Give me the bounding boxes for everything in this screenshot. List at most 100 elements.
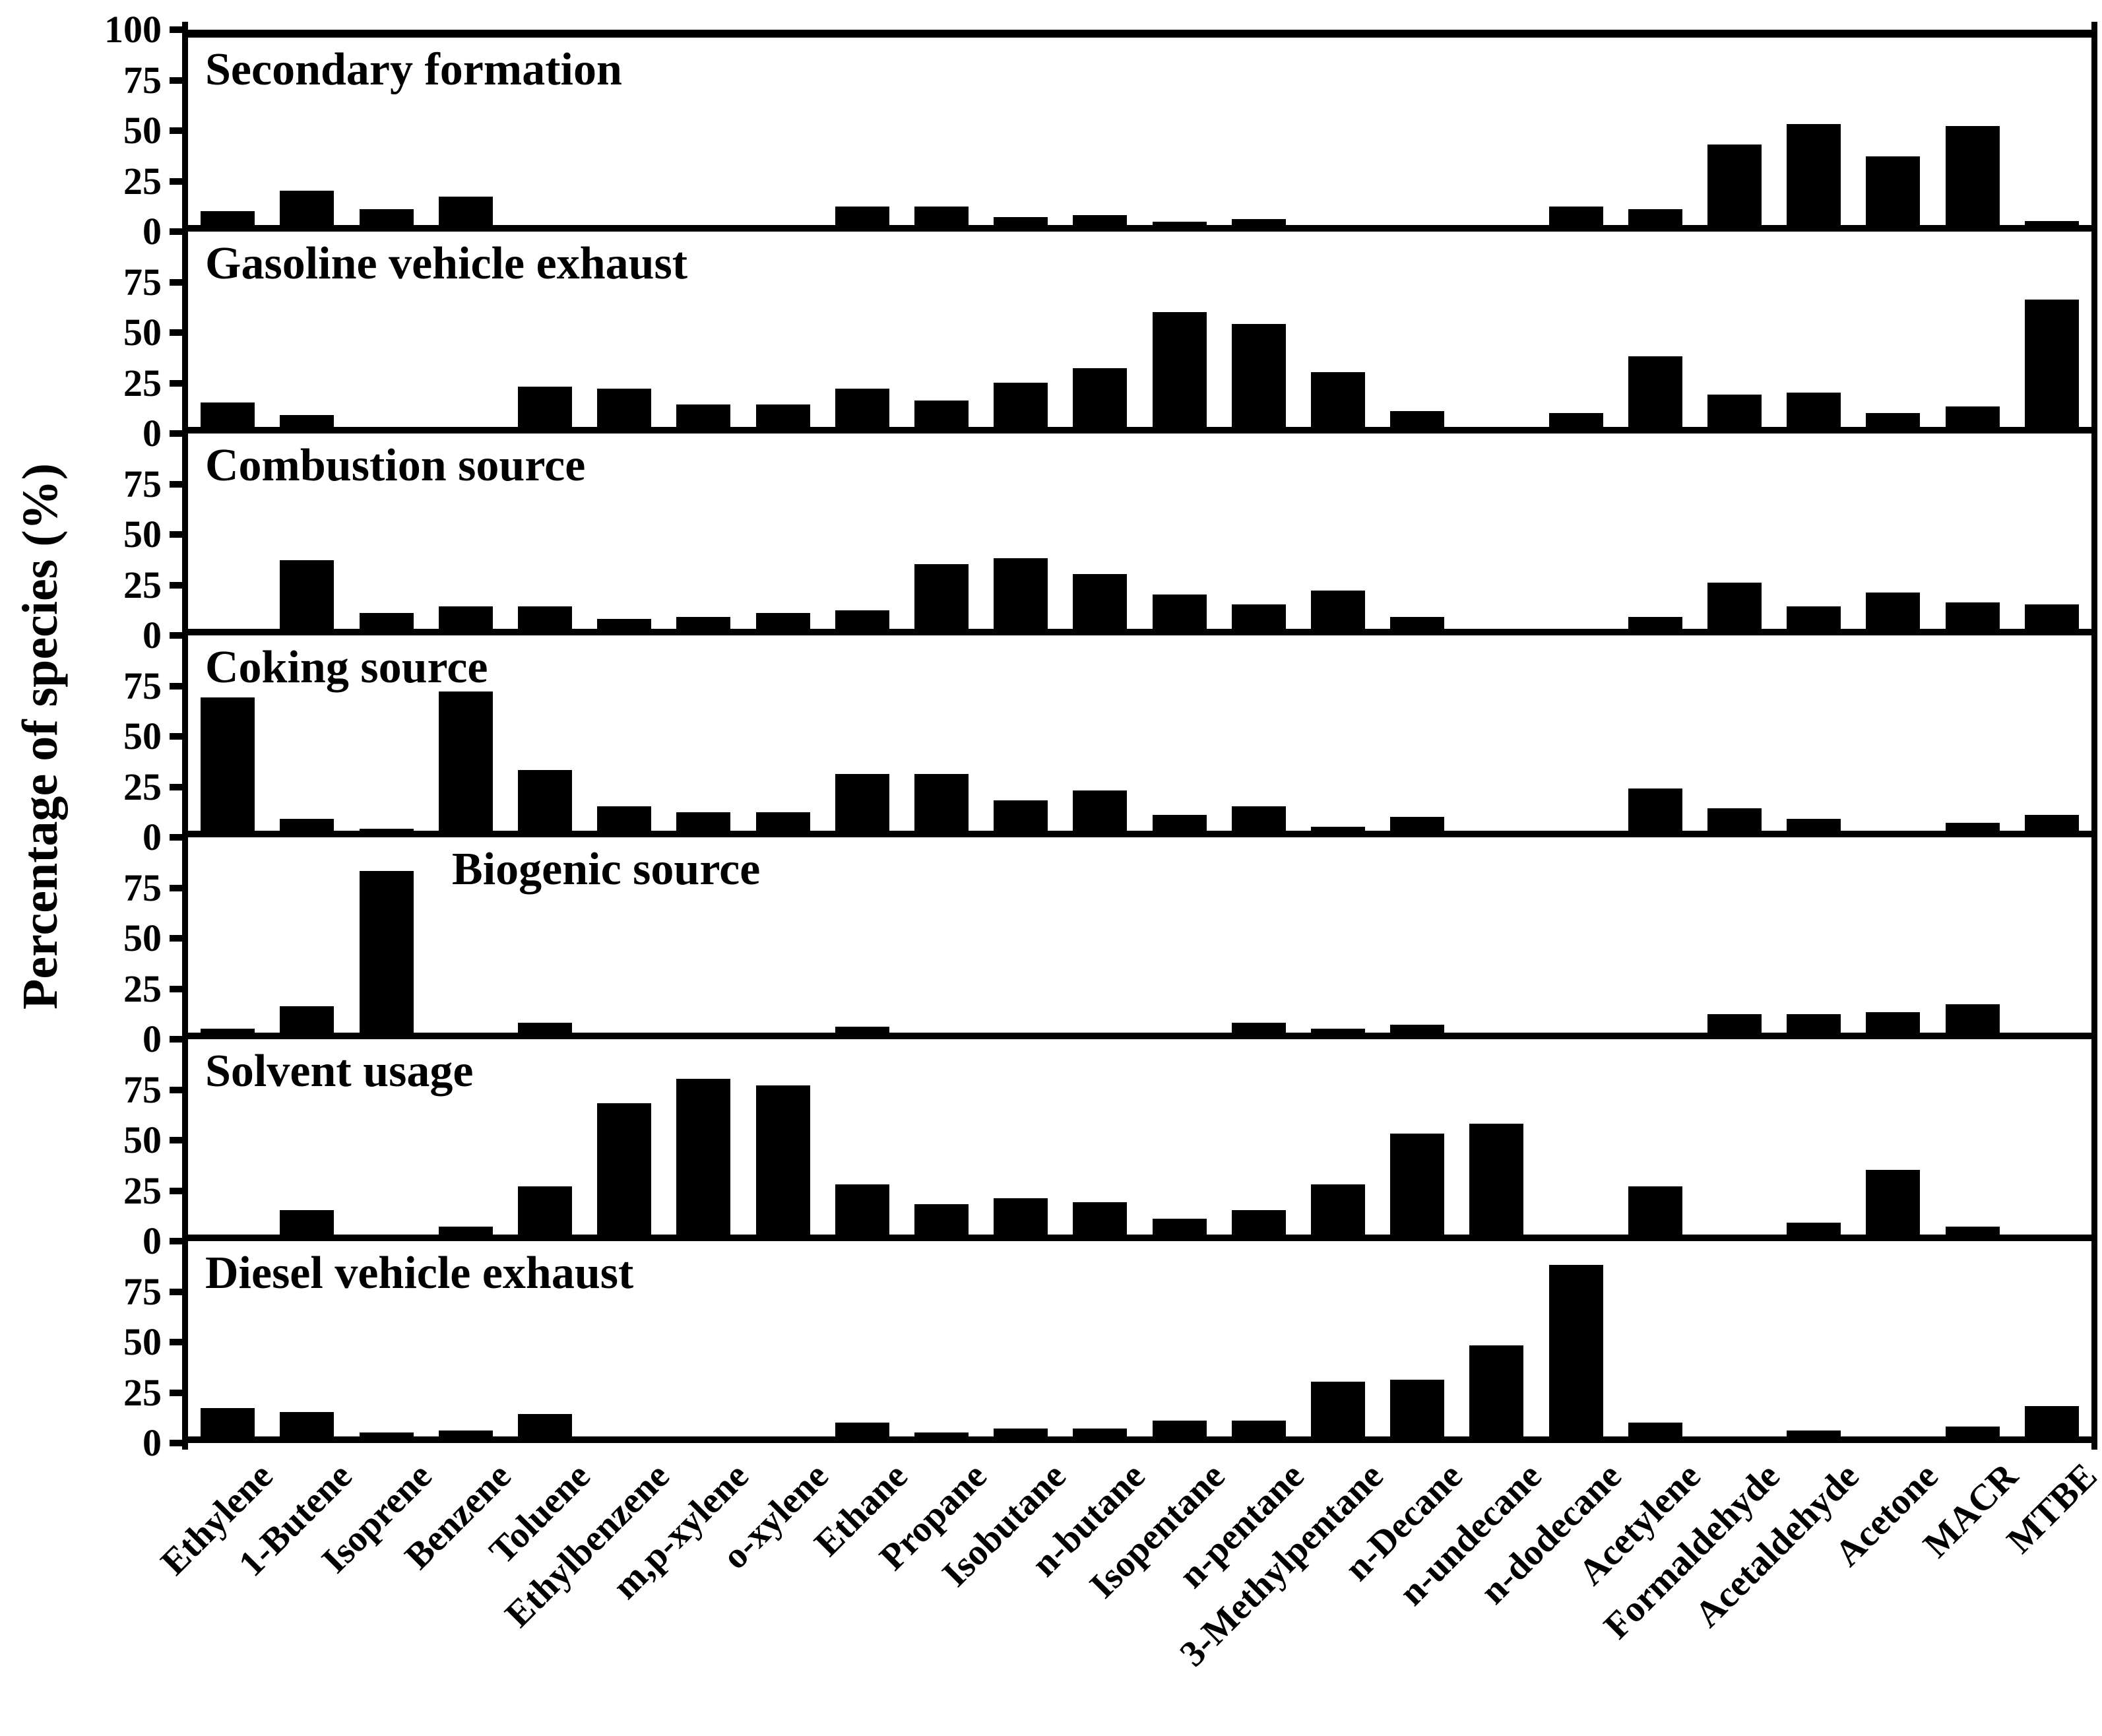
y-tick-label: 0 bbox=[143, 816, 162, 858]
bar-m-p-xylene bbox=[676, 616, 731, 629]
bar-isopentane bbox=[1152, 222, 1207, 225]
bar-n-pentane bbox=[1231, 1210, 1286, 1235]
bar-propane bbox=[914, 1204, 969, 1235]
bar-toluene bbox=[517, 606, 572, 629]
y-tick bbox=[170, 1036, 188, 1043]
panel-title: Gasoline vehicle exhaust bbox=[205, 238, 688, 289]
y-tick-label: 25 bbox=[123, 765, 162, 808]
y-tick-label: 75 bbox=[123, 866, 162, 909]
y-tick bbox=[170, 26, 188, 33]
bar-acetylene bbox=[1628, 616, 1682, 629]
bar-acetylene bbox=[1628, 1186, 1682, 1235]
bar-isoprene bbox=[359, 612, 414, 629]
bar-n-decane bbox=[1390, 616, 1445, 629]
bar-propane bbox=[914, 207, 969, 225]
bar-n-pentane bbox=[1231, 806, 1286, 831]
panel-title: Secondary formation bbox=[205, 44, 622, 95]
bar-1-butene bbox=[280, 414, 334, 427]
y-tick bbox=[170, 127, 188, 134]
bar-acetaldehyde bbox=[1787, 606, 1841, 629]
bar-benzene bbox=[438, 606, 493, 629]
bar-3-methylpentane bbox=[1311, 590, 1366, 629]
bar-mtbe bbox=[2024, 300, 2079, 427]
bar-formaldehyde bbox=[1707, 395, 1762, 427]
bar-1-butene bbox=[280, 190, 334, 225]
panel-coking-source: Coking source bbox=[188, 635, 2091, 837]
y-tick bbox=[170, 480, 188, 488]
bar-macr bbox=[1945, 126, 2000, 225]
bar-acetaldehyde bbox=[1787, 1222, 1841, 1235]
bar-n-butane bbox=[1073, 368, 1128, 427]
y-tick-label: 0 bbox=[143, 412, 162, 455]
bar-ethylene bbox=[201, 402, 255, 427]
y-tick bbox=[170, 1187, 188, 1194]
bar-n-decane bbox=[1390, 1380, 1445, 1436]
bar-propane bbox=[914, 774, 969, 831]
y-tick bbox=[170, 1339, 188, 1345]
y-tick bbox=[170, 1086, 188, 1093]
bar-n-butane bbox=[1073, 214, 1128, 225]
bar-acetylene bbox=[1628, 209, 1682, 225]
bar-acetaldehyde bbox=[1787, 124, 1841, 225]
bar-1-butene bbox=[280, 1210, 334, 1235]
bar-n-dodecane bbox=[1548, 412, 1603, 427]
bar-n-decane bbox=[1390, 1134, 1445, 1235]
y-tick bbox=[170, 733, 188, 740]
axis-left-line bbox=[182, 22, 188, 1450]
bar-acetaldehyde bbox=[1787, 818, 1841, 831]
bar-acetylene bbox=[1628, 356, 1682, 427]
y-tick-label: 25 bbox=[123, 361, 162, 404]
y-tick bbox=[170, 177, 188, 185]
bar-isoprene bbox=[359, 828, 414, 831]
bar-toluene bbox=[517, 1414, 572, 1436]
bar-isobutane bbox=[994, 558, 1048, 629]
bar-ethane bbox=[835, 1422, 889, 1436]
bar-n-dodecane bbox=[1548, 207, 1603, 225]
bar-1-butene bbox=[280, 1006, 334, 1033]
bar-formaldehyde bbox=[1707, 808, 1762, 831]
bar-n-dodecane bbox=[1548, 1264, 1603, 1436]
y-tick-label: 25 bbox=[123, 563, 162, 606]
bar-mtbe bbox=[2024, 814, 2079, 831]
bar-isopentane bbox=[1152, 1218, 1207, 1235]
panel-biogenic-source: Biogenic source bbox=[188, 837, 2091, 1039]
y-tick-label: 0 bbox=[143, 210, 162, 253]
bar-propane bbox=[914, 1432, 969, 1436]
bar-ethylbenzene bbox=[597, 388, 652, 427]
bar-isobutane bbox=[994, 1428, 1048, 1436]
bar-toluene bbox=[517, 1022, 572, 1033]
bar-ethylbenzene bbox=[597, 1103, 652, 1235]
bar-macr bbox=[1945, 602, 2000, 629]
y-tick bbox=[170, 985, 188, 992]
panel-gasoline-vehicle-exhaust: Gasoline vehicle exhaust bbox=[188, 232, 2091, 434]
bar-3-methylpentane bbox=[1311, 826, 1366, 831]
bar-toluene bbox=[517, 386, 572, 427]
bar-ethane bbox=[835, 610, 889, 629]
bar-macr bbox=[1945, 1426, 2000, 1436]
y-tick bbox=[170, 1288, 188, 1295]
bar-macr bbox=[1945, 1004, 2000, 1033]
y-tick-label: 0 bbox=[143, 1219, 162, 1262]
bar-isoprene bbox=[359, 209, 414, 225]
y-tick bbox=[170, 1440, 188, 1446]
bar-isopentane bbox=[1152, 814, 1207, 831]
bar-acetone bbox=[1866, 412, 1921, 427]
y-tick-label: 75 bbox=[123, 462, 162, 505]
panel-combustion-source: Combustion source bbox=[188, 434, 2091, 635]
y-tick-label: 50 bbox=[123, 1320, 162, 1363]
bar-n-undecane bbox=[1469, 1345, 1524, 1436]
bar-macr bbox=[1945, 406, 2000, 427]
bar-mtbe bbox=[2024, 1406, 2079, 1436]
bar-mtbe bbox=[2024, 220, 2079, 225]
bar-ethane bbox=[835, 388, 889, 427]
bar-n-pentane bbox=[1231, 218, 1286, 225]
y-tick bbox=[170, 531, 188, 538]
y-tick bbox=[170, 1389, 188, 1396]
y-tick bbox=[170, 682, 188, 690]
y-tick bbox=[170, 77, 188, 84]
bar-propane bbox=[914, 401, 969, 427]
bar-isopentane bbox=[1152, 594, 1207, 629]
bar-acetone bbox=[1866, 1012, 1921, 1033]
bar-1-butene bbox=[280, 1412, 334, 1436]
y-tick-label: 0 bbox=[143, 614, 162, 657]
